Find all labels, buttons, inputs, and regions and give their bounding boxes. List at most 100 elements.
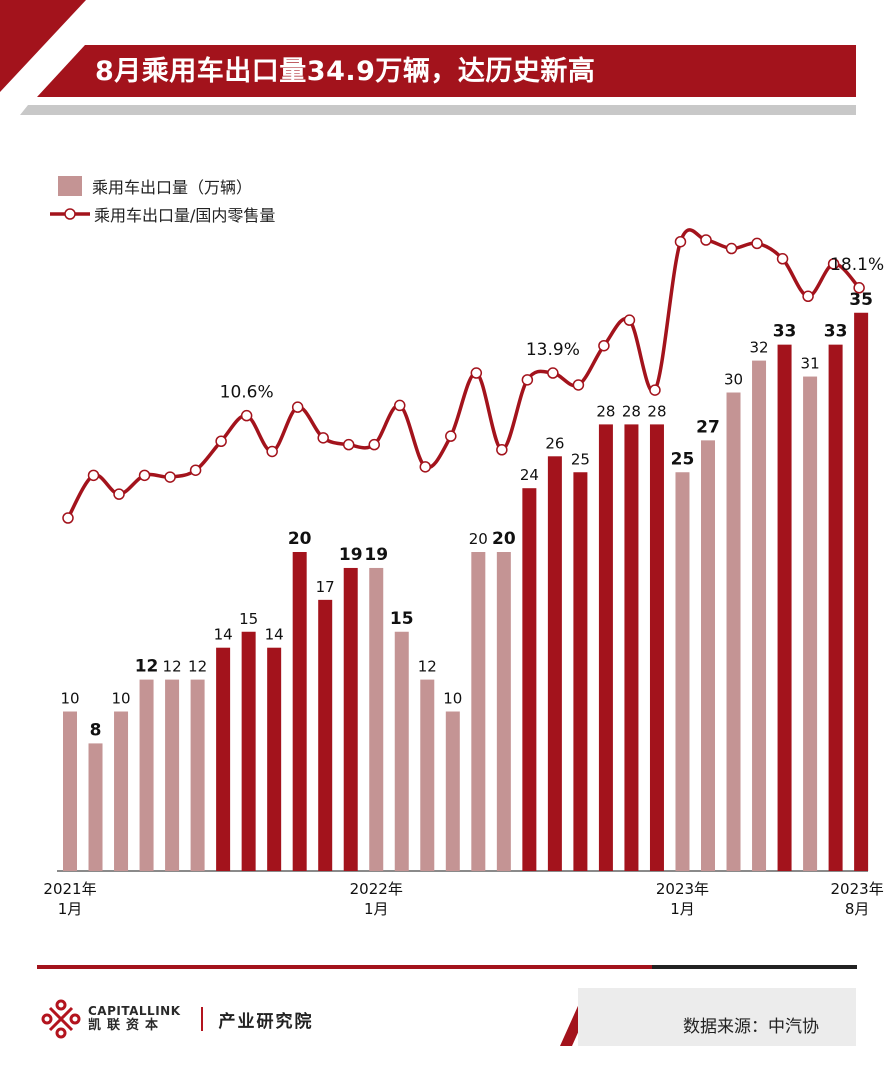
ratio-point-2022-08 bbox=[547, 367, 559, 379]
ratio-annotation: 18.1% bbox=[830, 255, 884, 275]
bar-2021-01 bbox=[63, 711, 77, 871]
bar-2022-11 bbox=[624, 424, 639, 871]
bar-value-label: 25 bbox=[571, 450, 590, 468]
bar-value-label: 20 bbox=[288, 529, 312, 549]
ratio-point-2021-01 bbox=[62, 512, 74, 524]
bar-value-label: 17 bbox=[316, 578, 335, 596]
legend-item-line: 乘用车出口量/国内零售量 bbox=[50, 200, 275, 228]
bar-value-label: 14 bbox=[214, 626, 233, 644]
company-logo: CAPITALLINK 凯联资本 产业研究院 bbox=[40, 998, 314, 1040]
bar-value-label: 25 bbox=[671, 449, 695, 469]
bar-value-label: 28 bbox=[596, 402, 615, 420]
x-tick-label-month: 1月 bbox=[364, 900, 389, 918]
bar-2022-01 bbox=[369, 567, 384, 871]
bar-2023-01 bbox=[675, 472, 690, 871]
ratio-point-2021-07 bbox=[215, 435, 227, 448]
data-source: 数据来源：中汽协 bbox=[683, 1017, 819, 1037]
bar-value-label: 19 bbox=[339, 545, 363, 565]
bar-2022-09 bbox=[573, 472, 588, 871]
bar-2021-09 bbox=[267, 647, 282, 871]
x-tick-label-year: 2023年 bbox=[656, 880, 709, 898]
x-tick-label-year: 2021年 bbox=[43, 880, 96, 898]
bar-2023-08 bbox=[854, 312, 869, 871]
bar-value-label: 19 bbox=[364, 545, 388, 565]
ratio-point-2023-01 bbox=[674, 235, 687, 248]
ratio-point-2022-12 bbox=[649, 384, 661, 396]
bar-value-label: 14 bbox=[265, 626, 284, 644]
bar-2021-05 bbox=[165, 679, 180, 871]
bar-2022-04 bbox=[445, 711, 460, 871]
bar-value-label: 35 bbox=[849, 290, 873, 310]
chart-legend: 乘用车出口量（万辆） 乘用车出口量/国内零售量 bbox=[50, 172, 275, 228]
bar-value-label: 8 bbox=[90, 720, 102, 740]
bar-2023-05 bbox=[777, 344, 792, 871]
x-tick-label-month: 8月 bbox=[845, 900, 870, 918]
bar-2023-02 bbox=[701, 440, 715, 871]
ratio-point-2023-06 bbox=[802, 290, 814, 303]
bar-value-label: 15 bbox=[390, 609, 414, 629]
x-tick-label-year: 2023年 bbox=[831, 880, 884, 898]
bar-2022-07 bbox=[522, 488, 537, 871]
bar-2021-11 bbox=[318, 599, 333, 871]
title-band bbox=[37, 45, 856, 97]
x-tick-label-month: 1月 bbox=[58, 900, 83, 918]
ratio-point-2023-08 bbox=[853, 282, 865, 294]
bar-2021-03 bbox=[114, 711, 129, 871]
ratio-point-2023-07 bbox=[827, 258, 840, 270]
bar-2021-12 bbox=[343, 567, 358, 871]
x-tick-label-month: 1月 bbox=[670, 900, 695, 918]
bar-2021-08 bbox=[241, 631, 256, 871]
bar-2022-10 bbox=[598, 424, 613, 871]
bar-2022-05 bbox=[471, 552, 486, 871]
ratio-point-2021-03 bbox=[113, 488, 125, 500]
legend-line-swatch bbox=[50, 208, 90, 220]
ratio-point-2022-03 bbox=[419, 461, 432, 473]
logo-divider bbox=[200, 1007, 203, 1031]
footer-divider bbox=[37, 965, 857, 969]
bar-2021-06 bbox=[190, 679, 205, 871]
page-title: 8月乘用车出口量34.9万辆，达历史新高 bbox=[95, 56, 596, 87]
source-box bbox=[578, 988, 856, 1046]
bar-value-label: 15 bbox=[239, 610, 258, 628]
ratio-point-2021-11 bbox=[317, 432, 329, 444]
bar-value-label: 27 bbox=[696, 417, 720, 437]
ratio-point-2023-03 bbox=[725, 242, 738, 255]
institute-name: 产业研究院 bbox=[218, 1011, 314, 1032]
title-shadow bbox=[20, 105, 856, 115]
ratio-point-2022-05 bbox=[470, 367, 483, 379]
ratio-point-2022-07 bbox=[521, 374, 534, 386]
bar-2021-04 bbox=[139, 679, 154, 871]
logo-text-cn: 凯联资本 bbox=[88, 1018, 165, 1033]
ratio-annotation: 13.9% bbox=[526, 340, 580, 360]
x-tick-label-year: 2022年 bbox=[350, 880, 403, 898]
bar-value-label: 32 bbox=[749, 339, 768, 357]
bar-value-label: 33 bbox=[773, 322, 797, 342]
ratio-point-2022-01 bbox=[368, 438, 380, 451]
legend-item-bars: 乘用车出口量（万辆） bbox=[50, 172, 275, 200]
ratio-point-2022-04 bbox=[445, 430, 457, 442]
bar-value-label: 26 bbox=[545, 434, 564, 452]
ratio-point-2022-11 bbox=[623, 314, 636, 326]
bar-2022-06 bbox=[496, 552, 511, 871]
ratio-point-2021-06 bbox=[189, 464, 202, 476]
ratio-annotation: 10.6% bbox=[220, 383, 274, 403]
ratio-point-2023-02 bbox=[700, 234, 712, 246]
bar-2022-08 bbox=[547, 456, 562, 871]
bar-value-label: 24 bbox=[520, 466, 539, 484]
bar-2021-02 bbox=[88, 743, 103, 871]
bar-value-label: 10 bbox=[111, 690, 130, 708]
ratio-point-2022-02 bbox=[394, 399, 406, 412]
ratio-point-2021-12 bbox=[342, 438, 355, 451]
bar-value-label: 12 bbox=[418, 658, 437, 676]
ratio-point-2021-09 bbox=[266, 445, 278, 458]
bar-value-label: 12 bbox=[188, 658, 207, 676]
bar-2023-07 bbox=[828, 344, 843, 871]
bar-value-label: 30 bbox=[724, 371, 743, 389]
ratio-point-2023-05 bbox=[776, 253, 789, 265]
ratio-point-2021-02 bbox=[87, 469, 100, 482]
bar-value-label: 20 bbox=[469, 530, 488, 548]
ratio-point-2022-10 bbox=[598, 339, 610, 352]
logo-text-en: CAPITALLINK bbox=[88, 1004, 181, 1018]
bar-value-label: 31 bbox=[801, 355, 820, 373]
bar-value-label: 28 bbox=[647, 402, 666, 420]
